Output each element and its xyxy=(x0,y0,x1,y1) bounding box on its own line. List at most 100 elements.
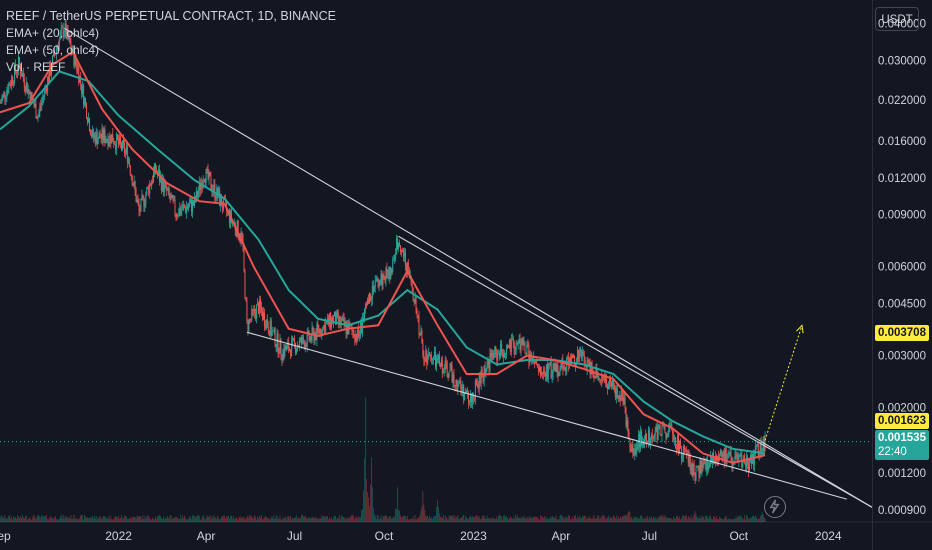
candle-body xyxy=(481,370,483,375)
candle-body xyxy=(304,343,306,349)
candle-body xyxy=(379,280,381,286)
volume-bar xyxy=(639,518,641,522)
candle-body xyxy=(184,205,186,208)
volume-bar xyxy=(432,518,433,522)
candle-body xyxy=(258,302,260,314)
candle-body xyxy=(762,438,764,449)
volume-bar xyxy=(642,517,643,522)
volume-bar xyxy=(643,519,644,522)
volume-bar xyxy=(727,519,729,522)
currency-button[interactable]: USDT xyxy=(875,7,919,31)
volume-bar xyxy=(740,515,742,522)
ema50-legend[interactable]: EMA+ (50, ohlc4) xyxy=(6,43,100,57)
volume-bar xyxy=(451,515,453,522)
volume-bar xyxy=(545,516,547,522)
volume-bar xyxy=(413,519,415,522)
volume-legend[interactable]: Vol · REEF xyxy=(6,60,66,74)
candle-body xyxy=(546,364,548,379)
candle-body xyxy=(461,388,463,393)
candle-body xyxy=(396,238,398,254)
candle-body xyxy=(427,357,429,364)
candle-body xyxy=(113,141,115,144)
volume-bar xyxy=(613,515,614,522)
candle-body xyxy=(329,313,331,325)
volume-bar xyxy=(467,518,468,522)
volume-bar xyxy=(650,517,651,522)
candle-body xyxy=(200,182,202,190)
x-tick-label: Jul xyxy=(642,529,657,543)
candle-body xyxy=(517,343,519,345)
volume-bar xyxy=(151,519,153,522)
volume-bar xyxy=(241,517,243,522)
candle-body xyxy=(458,383,460,386)
volume-bar xyxy=(32,515,34,522)
symbol-title[interactable]: REEF / TetherUS PERPETUAL CONTRACT, 1D, … xyxy=(6,9,336,23)
volume-bar xyxy=(186,519,187,522)
candle-body xyxy=(294,338,296,343)
candle-body xyxy=(147,186,149,188)
volume-bar xyxy=(479,519,481,522)
volume-bar xyxy=(546,518,548,522)
volume-bar xyxy=(360,517,362,522)
candle-body xyxy=(333,311,335,317)
candle-body xyxy=(323,325,325,327)
volume-bar xyxy=(394,516,396,522)
volume-bar xyxy=(707,517,709,522)
candle-body xyxy=(752,454,754,466)
candle-body xyxy=(647,430,649,443)
candle-body xyxy=(292,337,294,341)
candle-body xyxy=(48,77,50,82)
lightning-icon[interactable] xyxy=(764,496,786,518)
candle-body xyxy=(611,380,613,387)
volume-bar xyxy=(325,516,327,522)
candle-body xyxy=(447,376,449,378)
chart-legend: REEF / TetherUS PERPETUAL CONTRACT, 1D, … xyxy=(6,8,336,76)
candle-body xyxy=(418,316,420,335)
candle-body xyxy=(480,370,482,384)
volume-bar xyxy=(622,516,624,522)
volume-bar xyxy=(625,514,627,522)
volume-bar xyxy=(16,518,17,522)
volume-bar xyxy=(197,515,199,522)
ema50-line xyxy=(0,70,766,455)
volume-bar xyxy=(577,516,578,522)
candle-body xyxy=(390,268,392,279)
volume-bar xyxy=(674,517,676,522)
candle-body xyxy=(519,339,521,350)
volume-bar xyxy=(510,517,512,522)
volume-bar xyxy=(481,516,483,522)
candle-body xyxy=(22,73,24,79)
volume-bar xyxy=(734,519,736,522)
candle-body xyxy=(35,104,37,119)
ema20-legend[interactable]: EMA+ (20, ohlc4) xyxy=(6,26,100,40)
volume-bar xyxy=(196,515,197,522)
candle-body xyxy=(320,329,322,336)
candle-body xyxy=(726,454,728,462)
volume-bar xyxy=(169,515,171,522)
candle-body xyxy=(378,285,380,288)
candle-body xyxy=(261,307,263,312)
volume-bar xyxy=(425,515,427,522)
volume-bar xyxy=(81,514,83,522)
candle-body xyxy=(430,354,432,357)
candle-body xyxy=(635,448,637,454)
candle-body xyxy=(391,268,393,272)
volume-bar xyxy=(57,519,59,522)
volume-bar xyxy=(234,518,236,522)
candle-body xyxy=(264,325,266,329)
volume-bar xyxy=(729,519,731,522)
volume-bar xyxy=(236,518,238,522)
volume-bar xyxy=(349,517,351,522)
candle-body xyxy=(509,340,511,352)
volume-bar xyxy=(320,518,322,522)
volume-bar xyxy=(7,518,9,522)
volume-bar xyxy=(696,516,698,522)
volume-bar xyxy=(82,515,83,522)
candle-body xyxy=(572,355,574,358)
candle-body xyxy=(655,425,657,431)
volume-bar xyxy=(288,516,290,522)
candle-body xyxy=(222,206,224,209)
candle-body xyxy=(337,313,339,323)
volume-bar xyxy=(346,518,348,522)
